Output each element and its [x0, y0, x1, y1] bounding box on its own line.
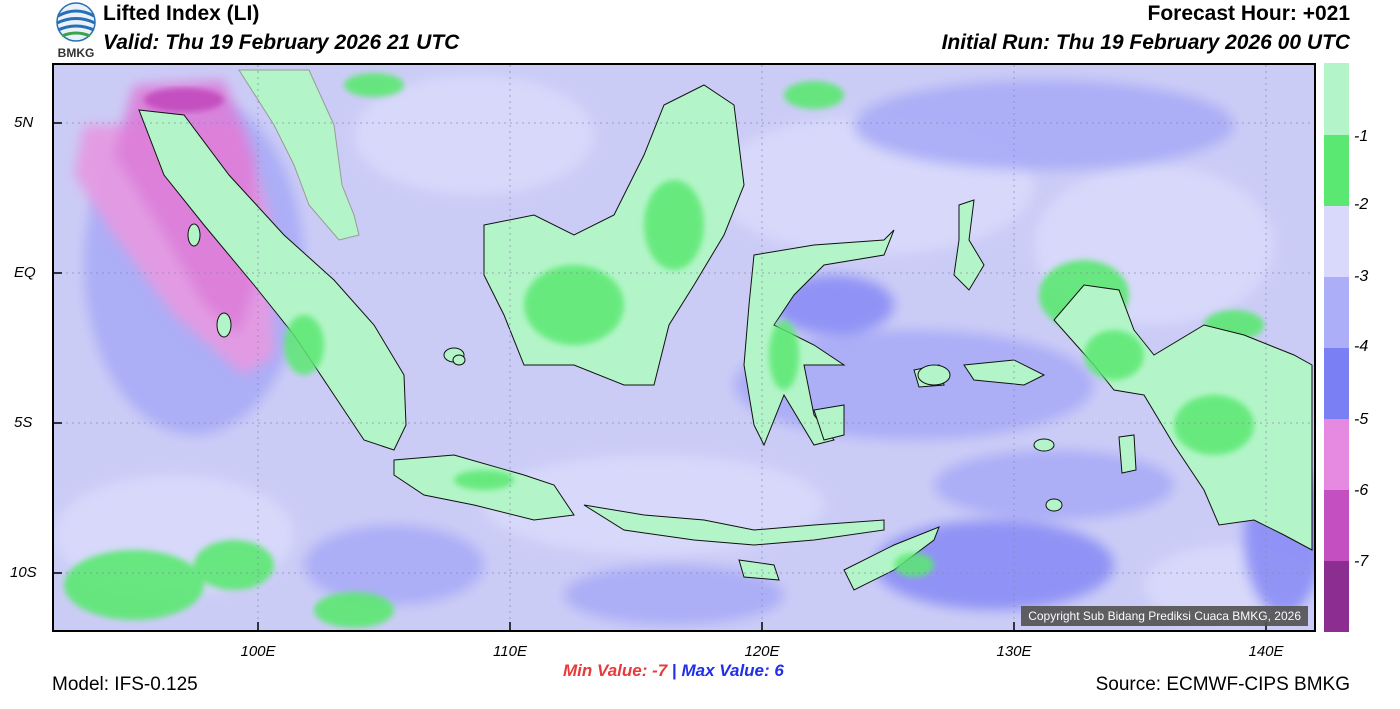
- x-label-130e: 130E: [996, 643, 1032, 660]
- legend-swatch: [1324, 561, 1349, 632]
- min-value-label: Min Value:: [563, 661, 648, 680]
- x-label-120e: 120E: [744, 643, 780, 660]
- initial-run: Initial Run: Thu 19 February 2026 00 UTC: [941, 31, 1350, 54]
- max-value-label: Max Value:: [681, 661, 770, 680]
- bmkg-logo: BMKG: [52, 2, 100, 60]
- y-label-5s: 5S: [14, 414, 33, 431]
- x-label-100e: 100E: [240, 643, 276, 660]
- y-label-5n: 5N: [14, 114, 34, 131]
- lifted-index-map: Copyright Sub Bidang Prediksi Cuaca BMKG…: [52, 63, 1316, 632]
- legend-label: -3: [1354, 268, 1369, 285]
- legend-swatch: [1324, 490, 1349, 561]
- legend-label: -1: [1354, 128, 1369, 145]
- legend-swatch: [1324, 419, 1349, 490]
- x-label-110e: 110E: [493, 643, 527, 660]
- max-value: 6: [774, 661, 784, 680]
- legend-swatch: [1324, 63, 1349, 135]
- min-max-values: Min Value: -7 | Max Value: 6: [563, 661, 784, 681]
- y-label-10s: 10S: [10, 564, 37, 581]
- legend-label: -7: [1354, 553, 1369, 570]
- x-label-140e: 140E: [1248, 643, 1284, 660]
- data-source: Source: ECMWF-CIPS BMKG: [1095, 674, 1350, 695]
- legend-label: -5: [1354, 411, 1369, 428]
- model-name: Model: IFS-0.125: [52, 674, 198, 695]
- legend-label: -6: [1354, 482, 1369, 499]
- svg-text:BMKG: BMKG: [58, 46, 95, 60]
- legend-swatch: [1324, 206, 1349, 277]
- legend-label: -2: [1354, 196, 1369, 213]
- valid-time: Valid: Thu 19 February 2026 21 UTC: [103, 31, 460, 54]
- legend-label: -4: [1354, 338, 1369, 355]
- forecast-hour: Forecast Hour: +021: [1147, 2, 1351, 25]
- map-title: Lifted Index (LI): [103, 2, 260, 25]
- y-label-eq: EQ: [14, 264, 36, 281]
- min-max-separator: |: [671, 661, 677, 680]
- legend-swatch: [1324, 277, 1349, 348]
- color-legend: [1324, 63, 1349, 632]
- copyright-notice: Copyright Sub Bidang Prediksi Cuaca BMKG…: [1021, 606, 1308, 626]
- min-value: -7: [652, 661, 668, 680]
- legend-swatch: [1324, 348, 1349, 419]
- legend-swatch: [1324, 135, 1349, 206]
